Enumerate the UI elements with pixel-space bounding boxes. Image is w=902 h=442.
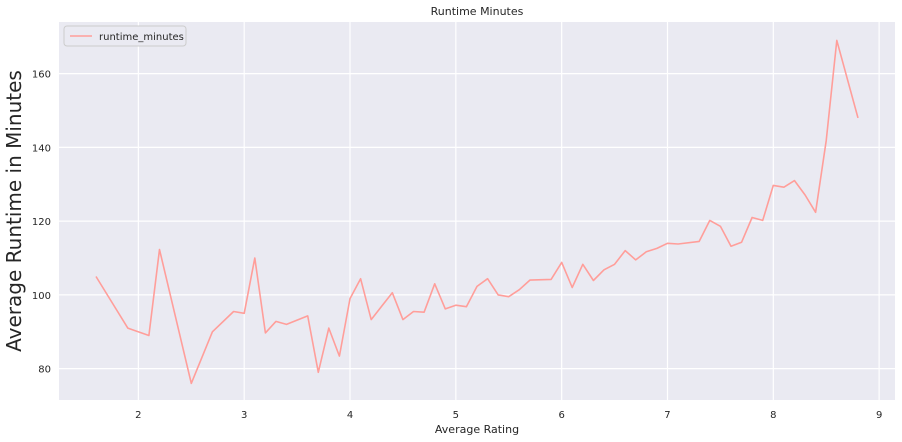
x-tick-label: 7 (664, 410, 670, 421)
x-tick-label: 4 (347, 410, 353, 421)
series-line-runtime-minutes (95, 39, 859, 385)
x-tick-label: 6 (558, 410, 564, 421)
y-tick-label: 140 (32, 143, 51, 154)
legend-label-runtime-minutes: runtime_minutes (99, 32, 184, 43)
y-tick-label: 100 (32, 291, 51, 302)
x-tick-label: 9 (876, 410, 882, 421)
chart-title: Runtime Minutes (431, 5, 524, 18)
legend-box (63, 25, 187, 47)
tick-labels: 2 3 4 5 6 7 8 9 80 100 120 140 160 (32, 70, 882, 421)
y-tick-label: 160 (32, 70, 51, 81)
y-tick-label: 120 (32, 217, 51, 228)
y-tick-label: 80 (38, 365, 51, 376)
plot-area (59, 22, 895, 400)
x-tick-label: 5 (453, 410, 459, 421)
grid-lines (59, 22, 895, 400)
series-layer (95, 39, 859, 385)
legend: runtime_minutes (63, 25, 187, 47)
x-axis-label: Average Rating (435, 423, 519, 436)
x-tick-label: 8 (770, 410, 776, 421)
x-tick-label: 3 (241, 410, 247, 421)
y-axis-label: Average Runtime in Minutes (2, 70, 26, 352)
x-tick-label: 2 (135, 410, 141, 421)
